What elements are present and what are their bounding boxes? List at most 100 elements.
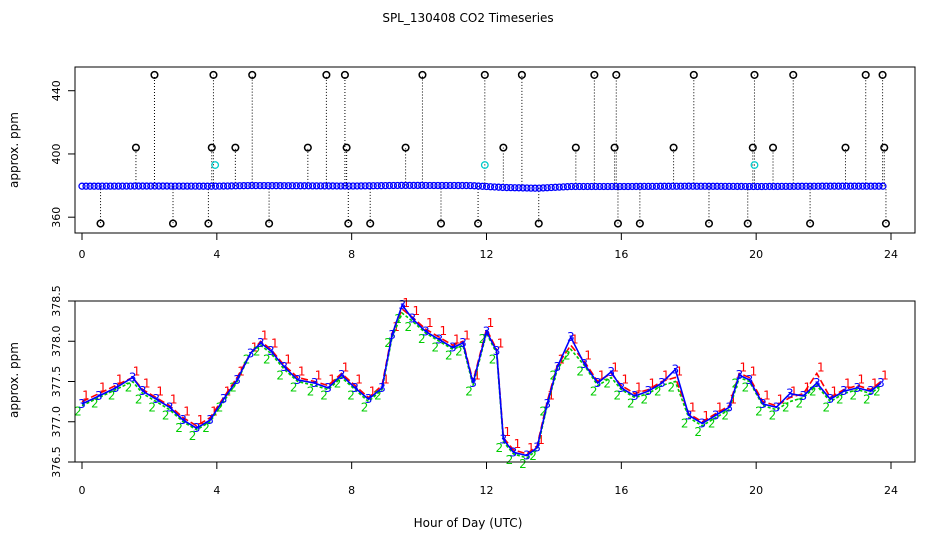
baseline-point xyxy=(494,183,503,191)
series-2-marker: 2 xyxy=(489,352,497,366)
bottom-y-tick-label: 377.5 xyxy=(50,366,63,398)
series-2-marker: 2 xyxy=(873,385,881,399)
series-3-marker: 3 xyxy=(469,376,477,390)
series-3-marker: 3 xyxy=(449,341,457,355)
series-2-marker: 2 xyxy=(307,385,315,399)
series-3-marker: 3 xyxy=(712,408,720,422)
series-3-marker: 3 xyxy=(338,368,346,382)
series-2-marker: 2 xyxy=(782,401,790,415)
outlier-point xyxy=(743,219,752,228)
series-3-marker: 3 xyxy=(644,384,652,398)
baseline-point xyxy=(276,182,284,190)
outlier-point xyxy=(265,219,274,228)
series-2-marker: 2 xyxy=(681,417,689,431)
series-3-marker: 3 xyxy=(422,325,430,339)
baseline-point xyxy=(644,182,652,191)
bottom-x-tick-label: 16 xyxy=(614,484,628,497)
baseline-point xyxy=(575,182,584,191)
series-3-marker: 3 xyxy=(166,400,174,414)
baseline-point xyxy=(604,182,612,191)
series-3-marker: 3 xyxy=(220,392,228,406)
baseline-point xyxy=(369,182,377,190)
baseline-point xyxy=(268,182,276,190)
baseline-point xyxy=(90,182,98,190)
series-1-marker: 1 xyxy=(763,389,771,403)
series-3-marker: 3 xyxy=(759,397,767,411)
series-3-marker: 3 xyxy=(388,328,396,342)
baseline-point xyxy=(167,182,175,190)
series-2-marker: 2 xyxy=(614,389,622,403)
series-2-marker: 2 xyxy=(823,401,831,415)
bottom-x-tick-label: 12 xyxy=(480,484,494,497)
series-3-marker: 3 xyxy=(594,376,602,390)
baseline-point xyxy=(822,182,830,190)
baseline-point xyxy=(143,182,151,190)
series-3-marker: 3 xyxy=(840,384,848,398)
baseline-point xyxy=(102,182,110,190)
series-2-marker: 2 xyxy=(731,376,739,390)
baseline-point xyxy=(248,181,256,190)
baseline-point xyxy=(850,182,859,190)
baseline-point xyxy=(94,182,102,190)
baseline-point xyxy=(567,182,576,191)
series-1-marker: 1 xyxy=(857,373,865,387)
baseline-point xyxy=(478,182,487,190)
series-3-marker: 3 xyxy=(139,384,147,398)
series-3-marker: 3 xyxy=(685,408,693,422)
baseline-point xyxy=(159,182,167,190)
baseline-point xyxy=(612,182,620,191)
baseline-point xyxy=(422,181,430,190)
baseline-point xyxy=(616,182,624,191)
series-2-marker: 2 xyxy=(175,421,183,435)
top-y-tick-label: 400 xyxy=(50,143,63,164)
baseline-point xyxy=(304,182,313,190)
baseline-point xyxy=(393,181,402,190)
baseline-point xyxy=(523,184,531,192)
series-2-marker: 2 xyxy=(539,405,547,419)
outlier-point xyxy=(689,70,698,79)
baseline-point xyxy=(296,182,305,190)
series-2-marker: 2 xyxy=(384,336,392,350)
series-2-marker: 2 xyxy=(654,385,662,399)
baseline-point xyxy=(207,182,216,190)
series-1-marker: 1 xyxy=(402,296,410,310)
baseline-point xyxy=(563,183,572,191)
baseline-point xyxy=(547,183,555,192)
baseline-point xyxy=(871,182,879,190)
outlier-point xyxy=(517,70,526,79)
baseline-point xyxy=(361,182,369,190)
outlier-point xyxy=(704,219,714,228)
series-1-marker: 1 xyxy=(170,393,178,407)
baseline-point xyxy=(741,182,750,191)
series-1-marker: 1 xyxy=(210,405,218,419)
outlier-point xyxy=(131,143,140,152)
baseline-point xyxy=(620,182,628,191)
series-2-marker: 2 xyxy=(253,344,261,358)
baseline-point xyxy=(410,181,418,190)
baseline-point xyxy=(381,181,390,190)
series-2-marker: 2 xyxy=(863,393,871,407)
series-3-marker: 3 xyxy=(607,365,615,379)
series-2-marker: 2 xyxy=(320,389,328,403)
baseline-point xyxy=(211,182,220,190)
baseline-point xyxy=(292,182,301,190)
outlier-point xyxy=(303,143,312,152)
outlier-point xyxy=(610,143,619,152)
baseline-point xyxy=(454,181,462,190)
series-3-marker: 3 xyxy=(280,360,288,374)
baseline-point xyxy=(507,183,515,192)
x-axis-label: Hour of Day (UTC) xyxy=(414,516,523,530)
baseline-point xyxy=(608,182,616,191)
series-3-marker: 3 xyxy=(267,344,275,358)
series-3-marker: 3 xyxy=(500,432,508,446)
outlier-point xyxy=(806,219,815,228)
baseline-point xyxy=(757,182,766,191)
series-2-marker: 2 xyxy=(465,385,473,399)
baseline-point xyxy=(223,182,232,190)
baseline-point xyxy=(624,182,632,191)
series-2-marker: 2 xyxy=(216,401,224,415)
